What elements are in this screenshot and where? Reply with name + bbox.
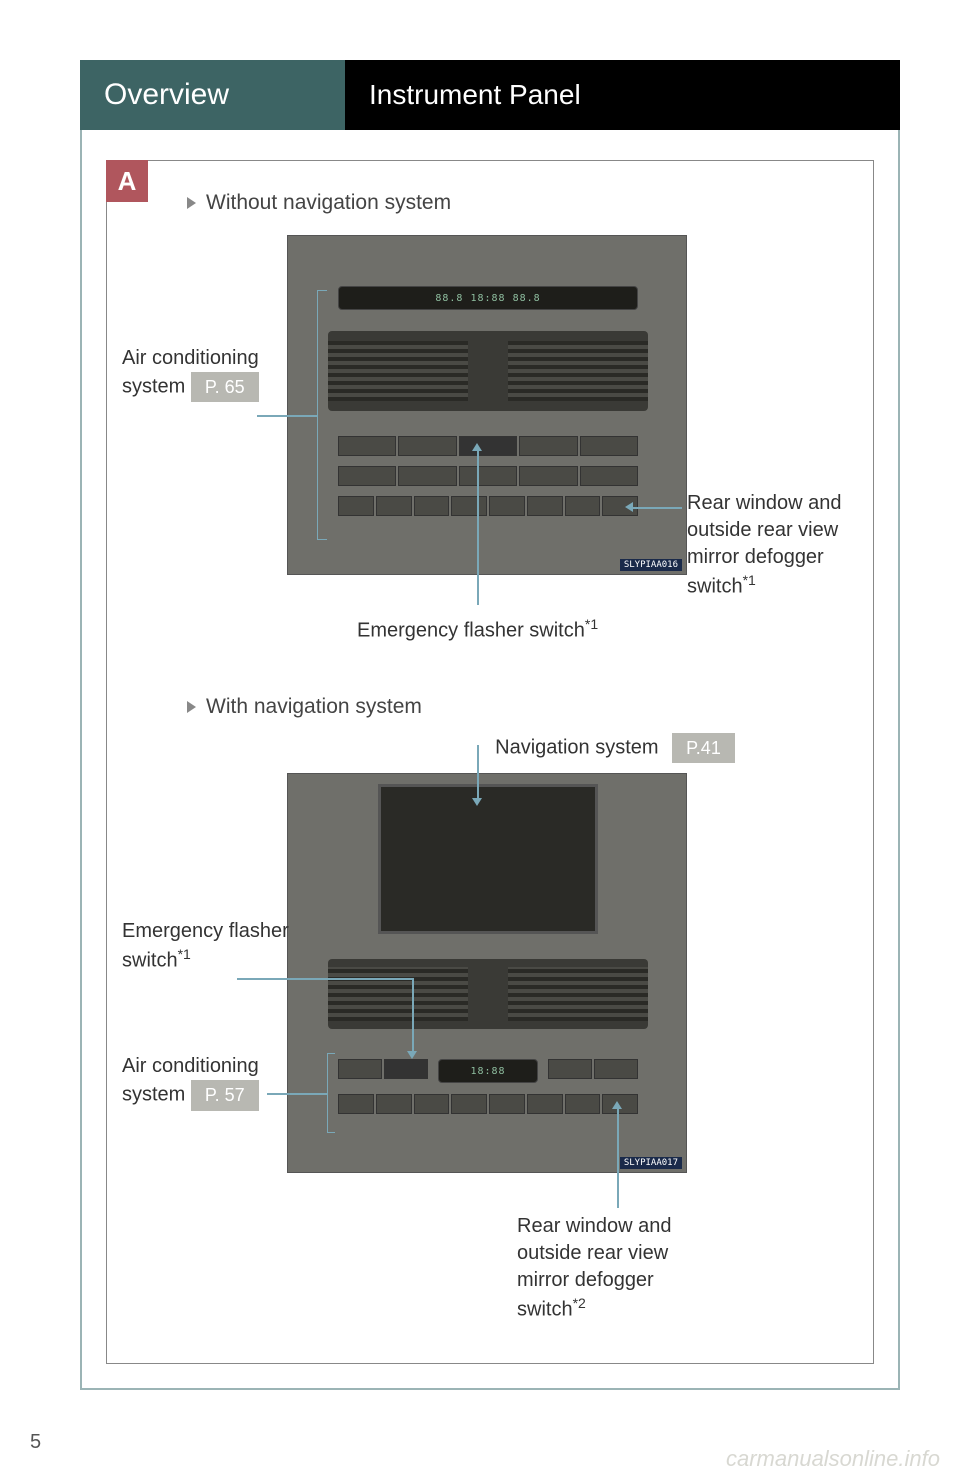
- ac-display-strip-2: 18:88: [438, 1059, 538, 1083]
- arrow-nav: [472, 798, 482, 806]
- display-text: 88.8 18:88 88.8: [435, 293, 540, 304]
- label-flasher-1: Emergency flasher switch*1: [357, 615, 598, 645]
- bracket-ac-1: [317, 290, 327, 540]
- label-defogger-1-text: Rear window and outside rear view mirror…: [687, 492, 842, 598]
- lead-flasher-2a: [237, 978, 412, 980]
- display-text-2: 18:88: [470, 1066, 505, 1077]
- label-defogger-2-text: Rear window and outside rear view mirror…: [517, 1215, 672, 1321]
- arrow-defogger-1: [625, 502, 633, 512]
- ac-display-strip: 88.8 18:88 88.8: [338, 286, 638, 310]
- page-ref-nav: P.41: [672, 733, 735, 763]
- inner-frame: A Without navigation system 88.8 18:88 8…: [106, 160, 874, 1364]
- label-defogger-2: Rear window and outside rear view mirror…: [517, 1213, 707, 1324]
- section-badge: A: [106, 160, 148, 202]
- figure1-block: 88.8 18:88 88.8: [127, 235, 853, 695]
- label-flasher-2: Emergency flasher switch*1: [122, 918, 302, 975]
- variant2-heading-text: With navigation system: [206, 695, 422, 719]
- label-nav-text: Navigation system: [495, 736, 658, 758]
- air-vents: [328, 331, 648, 411]
- lead-flasher-1: [477, 450, 479, 605]
- label-defogger-1-sup: *1: [743, 572, 756, 588]
- page-ref-ac-2: P. 57: [191, 1080, 259, 1110]
- photo-without-nav: 88.8 18:88 88.8: [287, 235, 687, 575]
- label-ac-2: Air conditioning system P. 57: [122, 1053, 292, 1110]
- variant1-heading: Without navigation system: [187, 191, 853, 215]
- watermark: carmanualsonline.info: [726, 1446, 940, 1472]
- arrow-flasher-1: [472, 443, 482, 451]
- variant1-heading-text: Without navigation system: [206, 191, 451, 215]
- outer-frame: A Without navigation system 88.8 18:88 8…: [80, 130, 900, 1390]
- label-flasher-1-text: Emergency flasher switch: [357, 620, 585, 642]
- bracket-ac-2: [327, 1053, 335, 1133]
- label-flasher-1-sup: *1: [585, 616, 598, 632]
- control-row-2-1: [338, 1059, 428, 1079]
- page-header: Overview Instrument Panel: [80, 60, 900, 130]
- air-vents-2: [328, 959, 648, 1029]
- control-row-3: [338, 496, 638, 516]
- lead-ac-2: [267, 1093, 327, 1095]
- lead-flasher-2b: [412, 978, 414, 1053]
- variant2-heading: With navigation system: [187, 695, 853, 719]
- lead-defogger-1: [632, 507, 682, 509]
- triangle-bullet-icon: [187, 197, 196, 209]
- label-nav: Navigation system P.41: [377, 733, 853, 763]
- page-number: 5: [30, 1431, 41, 1454]
- label-flasher-2-sup: *1: [178, 946, 191, 962]
- triangle-bullet-icon: [187, 701, 196, 713]
- label-flasher-2-text: Emergency flasher switch: [122, 920, 289, 972]
- control-row-2-1b: [548, 1059, 638, 1079]
- control-row-2-2: [338, 1094, 638, 1114]
- image-code-1: SLYPIAA016: [620, 559, 682, 571]
- label-ac-1: Air conditioning system P. 65: [122, 345, 282, 402]
- label-defogger-1: Rear window and outside rear view mirror…: [687, 490, 877, 601]
- figure2-block: 18:88 SLYPIAA017: [127, 773, 853, 1333]
- label-defogger-2-sup: *2: [573, 1295, 586, 1311]
- arrow-defogger-2: [612, 1101, 622, 1109]
- photo-with-nav: 18:88 SLYPIAA017: [287, 773, 687, 1173]
- lead-ac-1: [257, 415, 317, 417]
- control-row-1: [338, 436, 638, 456]
- arrow-flasher-2: [407, 1051, 417, 1059]
- lead-defogger-2: [617, 1108, 619, 1208]
- image-code-2: SLYPIAA017: [620, 1157, 682, 1169]
- control-row-2: [338, 466, 638, 486]
- header-section-title: Instrument Panel: [345, 60, 900, 130]
- page: Overview Instrument Panel A Without navi…: [0, 0, 960, 1484]
- nav-screen: [378, 784, 598, 934]
- header-overview: Overview: [80, 60, 345, 130]
- lead-nav: [477, 745, 479, 800]
- page-ref-ac-1: P. 65: [191, 372, 259, 402]
